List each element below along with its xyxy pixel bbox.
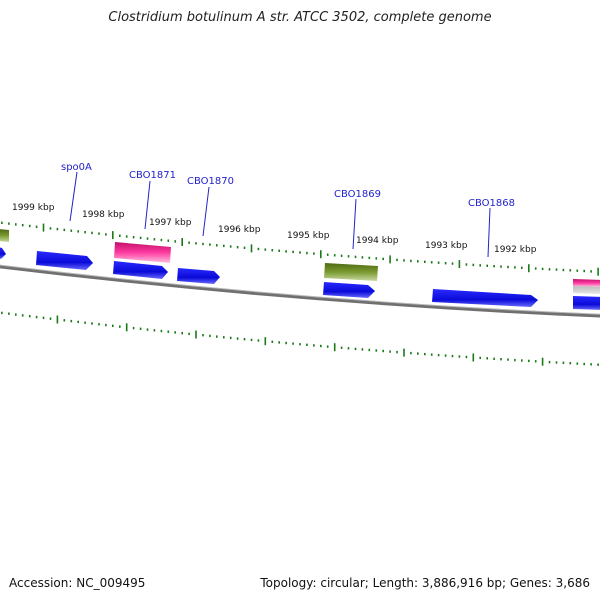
feature-olive-CBO1869[interactable]	[324, 263, 378, 281]
feature-cds-right-edge[interactable]	[573, 296, 600, 310]
feature-grey-right-edge[interactable]	[573, 286, 600, 294]
feature-cds-CBO1870[interactable]	[177, 268, 220, 284]
scale-track-lower	[1, 311, 599, 366]
scale-label-1996: 1996 kbp	[218, 225, 261, 235]
scale-label-1998: 1998 kbp	[82, 210, 125, 220]
leader-CBO1871	[144, 180, 151, 230]
feature-rna-CBO1871[interactable]	[114, 242, 171, 263]
genome-backbone	[0, 264, 600, 318]
scale-label-1993: 1993 kbp	[425, 241, 468, 251]
scale-label-1999: 1999 kbp	[12, 203, 55, 213]
accession-text: Accession: NC_009495	[9, 576, 146, 590]
scale-label-1995: 1995 kbp	[287, 231, 330, 241]
scale-track-upper	[1, 221, 599, 276]
scale-label-1992: 1992 kbp	[494, 245, 537, 255]
genome-backbone-highlight	[0, 264, 600, 315]
feature-rna-right-edge[interactable]	[573, 279, 600, 287]
leader-CBO1868	[487, 207, 491, 258]
feature-cds-CBO1868[interactable]	[432, 289, 538, 307]
leader-spo0A	[69, 171, 78, 222]
leader-CBO1869	[352, 198, 357, 250]
feature-cds-spo0A[interactable]	[36, 251, 93, 270]
feature-olive-left[interactable]	[0, 229, 9, 242]
leader-CBO1870	[202, 186, 210, 237]
gene-label-CBO1869[interactable]: CBO1869	[334, 189, 381, 200]
scale-label-1994: 1994 kbp	[356, 236, 399, 246]
feature-cds-CBO1869[interactable]	[323, 282, 375, 298]
gene-label-CBO1868[interactable]: CBO1868	[468, 198, 515, 209]
map-title: Clostridium botulinum A str. ATCC 3502, …	[108, 10, 492, 25]
feature-cds-CBO1871[interactable]	[113, 261, 168, 279]
scale-label-1997: 1997 kbp	[149, 218, 192, 228]
feature-cds-left-edge[interactable]	[0, 247, 6, 259]
gene-label-CBO1871[interactable]: CBO1871	[129, 170, 176, 181]
gene-label-spo0A[interactable]: spo0A	[61, 162, 92, 173]
genome-summary-text: Topology: circular; Length: 3,886,916 bp…	[260, 576, 590, 590]
gene-label-CBO1870[interactable]: CBO1870	[187, 176, 234, 187]
